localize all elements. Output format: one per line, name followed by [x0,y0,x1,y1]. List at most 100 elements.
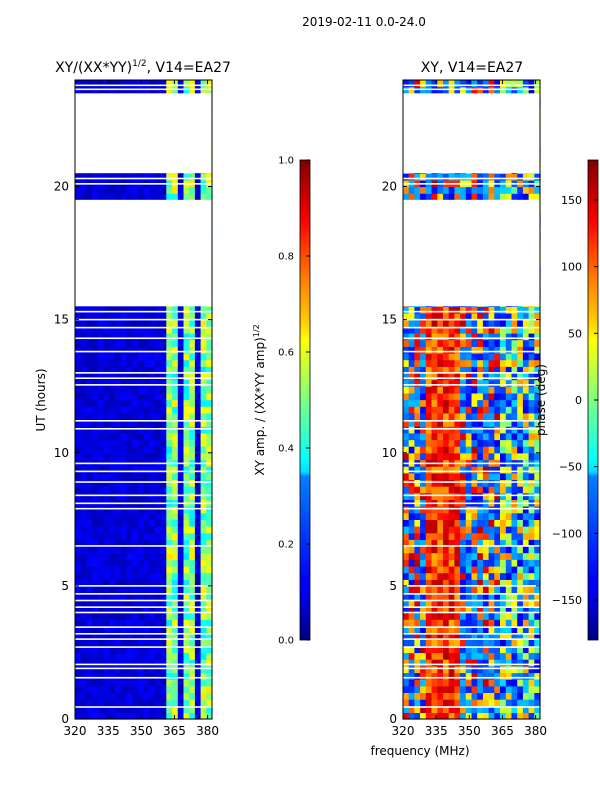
heatmap-cell [522,392,530,401]
heatmap-cell [149,672,156,680]
heatmap-cell [403,479,410,487]
heatmap-cell [92,605,99,614]
heatmap-cell [149,173,156,181]
heatmap-cell [200,579,207,587]
heatmap-cell [97,379,105,387]
heatmap-cell [137,306,145,314]
heatmap-cell [465,585,473,594]
heatmap-cell [97,559,105,567]
heatmap-cell [454,665,461,674]
heatmap-cell [206,639,213,647]
heatmap-cell [460,532,467,540]
heatmap-cell [137,452,145,461]
heatmap-cell [522,466,530,474]
heatmap-cell [132,639,139,647]
heatmap-cell [137,692,145,700]
heatmap-cell [103,592,110,600]
heatmap-cell [414,526,421,534]
heatmap-cell [511,419,518,427]
heatmap-cell [80,639,87,647]
heatmap-cell [408,625,415,634]
heatmap-cell [149,452,156,461]
heatmap-cell [194,679,202,687]
heatmap-cell [172,506,179,514]
heatmap-cell [103,625,110,634]
heatmap-cell [154,359,162,367]
colorbar-tick-label: 0.2 [278,540,294,551]
heatmap-cell [534,319,541,327]
heatmap-cell [414,379,421,387]
heatmap-cell [109,545,116,554]
heatmap-cell [120,685,127,693]
heatmap-cell [500,519,507,527]
heatmap-cell [437,619,444,627]
heatmap-cell [183,552,190,560]
heatmap-cell [500,592,507,600]
heatmap-cell [149,392,156,401]
heatmap-cell [528,379,535,387]
heatmap-cell [115,313,122,321]
heatmap-cell [183,339,190,347]
heatmap-cell [403,599,410,607]
heatmap-cell [154,372,162,381]
heatmap-cell [115,399,122,407]
heatmap-cell [194,479,202,487]
heatmap-cell [137,86,145,94]
heatmap-cell [465,685,473,693]
heatmap-cell [137,679,145,687]
heatmap-cell [160,446,167,454]
heatmap-cell [200,306,207,314]
heatmap-cell [471,679,478,687]
heatmap-cell [494,552,501,560]
heatmap-cell [172,379,179,387]
heatmap-cell [522,486,530,494]
heatmap-cell [494,699,501,707]
heatmap-cell [431,572,438,580]
heatmap-cell [177,539,185,547]
heatmap-cell [92,173,99,181]
heatmap-cell [477,539,484,547]
heatmap-cell [460,326,467,334]
heatmap-cell [534,679,541,687]
heatmap-cell [477,479,484,487]
heatmap-cell [86,392,93,401]
panel1-frame [74,79,213,720]
heatmap-cell [443,372,450,381]
heatmap-cell [183,652,190,660]
heatmap-cell [183,605,190,614]
heatmap-cell [172,80,179,88]
heatmap-cell [166,712,173,720]
heatmap-cell [460,565,467,574]
heatmap-cell [511,359,518,367]
heatmap-cell [86,86,93,94]
heatmap-cell [189,466,196,474]
heatmap-cell [154,545,162,554]
heatmap-cell [92,632,99,640]
heatmap-cell [403,592,410,600]
heatmap-cell [522,639,530,647]
heatmap-cell [403,359,410,367]
heatmap-cell [154,406,162,414]
heatmap-cell [494,619,501,627]
heatmap-cell [189,632,196,640]
heatmap-cell [206,532,213,540]
heatmap-cell [103,712,110,720]
heatmap-cell [443,346,450,354]
heatmap-cell [97,432,105,441]
heatmap-cell [414,519,421,527]
heatmap-cell [115,692,122,700]
heatmap-cell [132,565,139,574]
heatmap-cell [522,426,530,434]
heatmap-cell [166,306,173,314]
heatmap-cell [454,519,461,527]
heatmap-cell [488,645,495,654]
heatmap-cell [103,539,110,547]
heatmap-cell [75,552,82,560]
heatmap-cell [511,386,518,394]
heatmap-cell [522,645,530,654]
heatmap-cell [109,659,116,667]
heatmap-cell [437,512,444,520]
heatmap-cell [437,659,444,667]
heatmap-cell [103,332,110,341]
heatmap-cell [137,665,145,674]
